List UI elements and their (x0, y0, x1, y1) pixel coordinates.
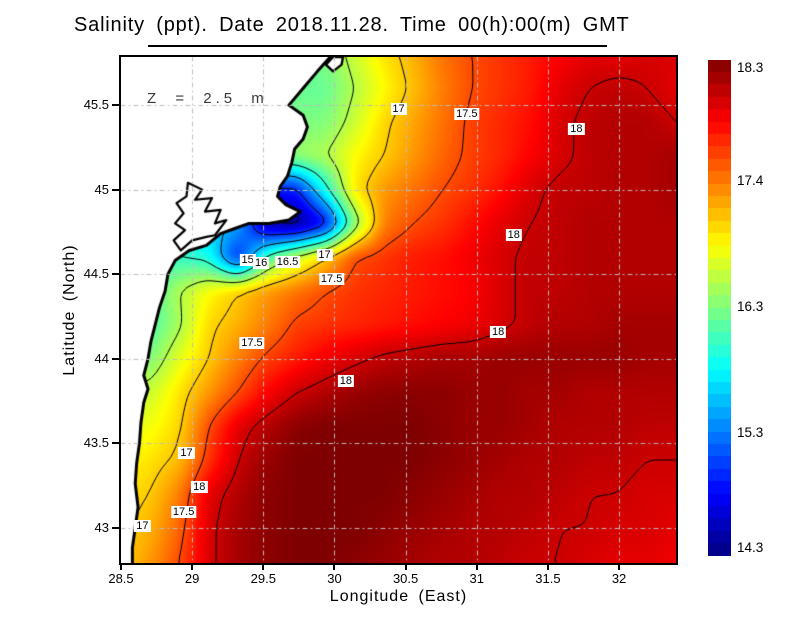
x-tick-mark (475, 563, 478, 570)
map-plot-area: 17 17.5 18 18 15 16 16.5 17 17.5 18 17.5 18 17 18 17.5… (119, 55, 678, 565)
x-tick-mark (546, 563, 549, 570)
colorbar-tick-label: 16.3 (737, 299, 764, 314)
x-tick-mark (262, 563, 265, 570)
title-underline (148, 45, 607, 47)
y-tick-mark (112, 357, 121, 360)
y-tick-label: 44.5 (83, 266, 109, 282)
contour-label: 18 (505, 229, 522, 242)
contour-label: 15 (239, 253, 256, 266)
y-tick-label: 44 (94, 350, 109, 366)
depth-label: Z = 2.5 m (147, 90, 268, 107)
contour-label: 18 (568, 122, 585, 135)
contour-label: 17.5 (318, 273, 345, 286)
contour-label: 17 (178, 447, 195, 460)
contour-label: 16.5 (274, 256, 301, 269)
y-tick-mark (112, 442, 121, 445)
contour-label: 17.5 (239, 337, 265, 350)
x-tick-mark (120, 563, 122, 570)
y-tick-mark (112, 188, 121, 191)
x-tick-mark (404, 563, 407, 570)
y-tick-label: 45 (94, 181, 109, 197)
x-tick-label: 31.5 (535, 571, 561, 586)
y-tick-label: 45.5 (83, 97, 109, 113)
contour-label: 18 (337, 374, 354, 387)
x-tick-mark (618, 563, 621, 570)
x-tick-label: 28.5 (108, 571, 134, 586)
plot-title: Salinity (ppt). Date 2018.11.28. Time 00… (74, 14, 630, 36)
contour-label: 17 (316, 248, 333, 261)
salinity-heatmap-canvas (121, 57, 676, 563)
colorbar-tick-label: 14.3 (737, 539, 764, 555)
x-tick-label: 29.5 (250, 571, 276, 586)
contour-label: 18 (489, 325, 507, 338)
colorbar (708, 60, 731, 556)
contour-label: 17.5 (170, 506, 197, 519)
y-tick-mark (112, 104, 121, 107)
x-axis-title: Longitude (East) (329, 588, 468, 605)
x-tick-label: 29 (184, 571, 200, 586)
y-tick-label: 43.5 (83, 435, 109, 451)
contour-label: 17 (390, 102, 407, 115)
contour-label: 18 (191, 480, 208, 493)
x-tick-label: 30 (327, 571, 342, 586)
y-tick-label: 43 (94, 519, 109, 535)
x-tick-label: 31 (469, 571, 484, 586)
x-tick-label: 32 (611, 571, 627, 586)
x-tick-label: 30.5 (392, 571, 419, 586)
contour-label: 17 (134, 519, 151, 532)
colorbar-tick-label: 18.3 (737, 59, 764, 75)
colorbar-tick-label: 17.4 (737, 172, 764, 188)
colorbar-tick-label: 15.3 (737, 425, 764, 441)
x-tick-mark (333, 563, 336, 570)
y-tick-mark (112, 273, 121, 276)
contour-label: 16 (253, 257, 270, 270)
y-tick-mark (112, 526, 121, 529)
contour-label: 17.5 (454, 107, 480, 120)
x-tick-mark (191, 563, 194, 570)
